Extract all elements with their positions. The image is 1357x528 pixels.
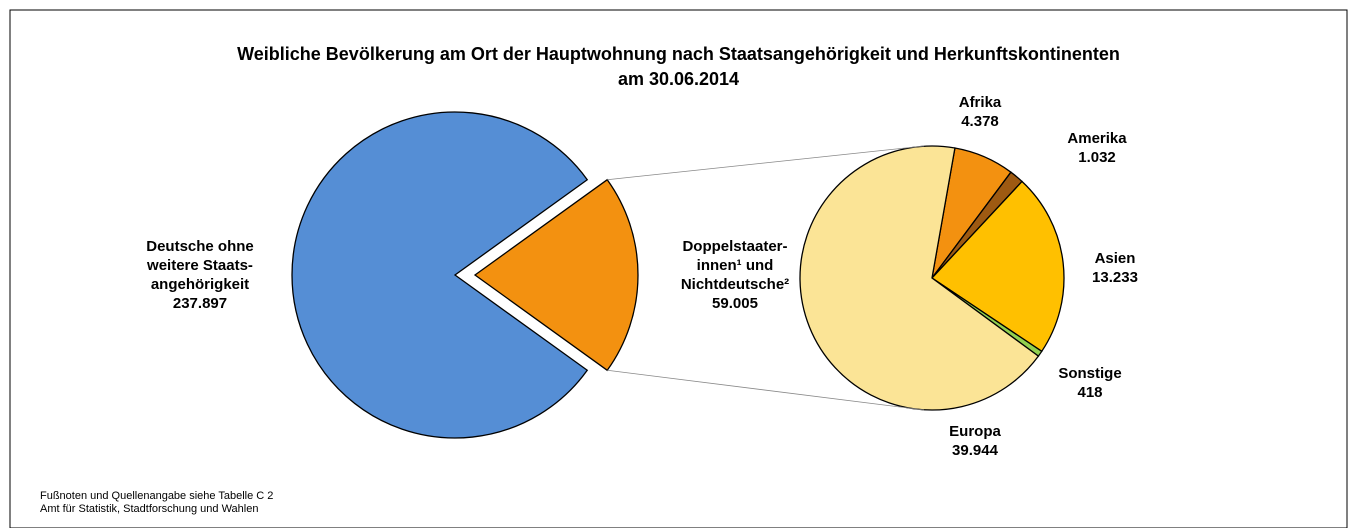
slice-label: Asien 13.233 xyxy=(1092,249,1138,287)
slice-label: Amerika 1.032 xyxy=(1067,129,1126,167)
slice-label: Sonstige 418 xyxy=(1058,364,1121,402)
category-label: Sonstige xyxy=(1058,365,1122,382)
connector-line xyxy=(607,145,925,181)
footnote: Amt für Statistik, Stadtforschung und Wa… xyxy=(40,503,259,515)
category-label: Doppelstaater- innen¹ und Nichtdeutsche² xyxy=(680,238,790,293)
value-label: 1.032 xyxy=(1078,149,1116,166)
category-label: Asien xyxy=(1094,250,1136,267)
slice-label: Deutsche ohne weitere Staats- angehörigk… xyxy=(146,237,254,313)
footnote: Fußnoten und Quellenangabe siehe Tabelle… xyxy=(40,490,274,502)
slice-label: Doppelstaater- innen¹ und Nichtdeutsche²… xyxy=(681,237,789,313)
value-label: 237.897 xyxy=(172,295,228,312)
value-label: 13.233 xyxy=(1092,269,1138,286)
slice-label: Afrika 4.378 xyxy=(959,93,1002,131)
category-label: Afrika xyxy=(958,94,1002,111)
category-label: Amerika xyxy=(1067,130,1127,147)
category-label: Deutsche ohne weitere Staats- angehörigk… xyxy=(146,238,254,293)
value-label: 4.378 xyxy=(961,113,999,130)
category-label: Europa xyxy=(949,423,1001,440)
pie-slice xyxy=(931,180,1065,353)
value-label: 59.005 xyxy=(712,295,758,312)
pie-slice xyxy=(799,145,1040,411)
connector-line xyxy=(607,369,925,411)
pie-slice xyxy=(473,178,639,372)
pie-slice xyxy=(291,111,589,439)
value-label: 418 xyxy=(1077,384,1103,401)
value-label: 39.944 xyxy=(952,442,998,459)
slice-label: Europa 39.944 xyxy=(949,422,1001,460)
frame xyxy=(9,9,1348,528)
chart-title: Weibliche Bevölkerung am Ort der Hauptwo… xyxy=(237,44,1120,89)
